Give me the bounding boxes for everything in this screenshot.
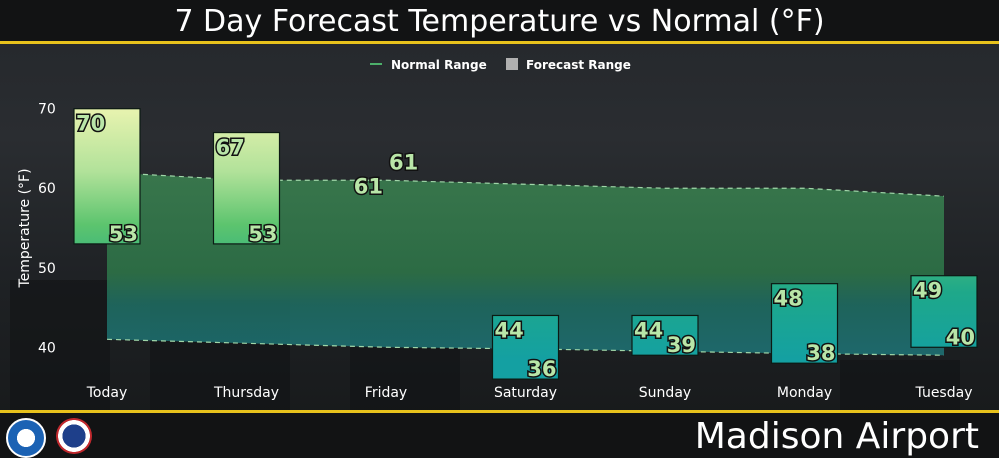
y-tick-label: 50 (38, 261, 56, 277)
forecast-bar (910, 275, 978, 348)
forecast-bar (491, 314, 560, 380)
y-tick-label: 40 (38, 340, 56, 356)
legend-normal-label: Normal Range (391, 58, 487, 72)
forecast-low-label: 53 (248, 222, 277, 246)
x-tick-label: Tuesday (915, 385, 973, 401)
chart: 40 50 60 70 Today Thursday Friday Saturday Sunda… (10, 58, 978, 410)
forecast-bar (73, 108, 141, 245)
forecast-high-label: 67 (216, 136, 245, 160)
legend-forecast-swatch (506, 58, 518, 70)
forecast-high-label: 48 (774, 287, 803, 311)
noaa-logo (6, 418, 46, 458)
forecast-low-label: 40 (946, 325, 975, 349)
y-tick-label: 70 (38, 102, 56, 118)
x-tick-label: Sunday (639, 385, 691, 401)
forecast-low-label: 53 (109, 222, 138, 246)
forecast-low-label: 61 (354, 174, 383, 198)
nws-logo (56, 418, 92, 454)
x-tick-label: Thursday (213, 385, 279, 401)
x-tick-label: Monday (777, 385, 832, 401)
chart-title: 7 Day Forecast Temperature vs Normal (°F… (174, 4, 825, 39)
forecast-high-label: 49 (913, 279, 942, 303)
forecast-high-label: 70 (76, 112, 105, 136)
forecast-high-label: 44 (634, 318, 663, 342)
forecast-low-label: 39 (667, 333, 696, 357)
x-tick-label: Saturday (494, 385, 557, 401)
forecast-low-label: 36 (527, 357, 556, 381)
forecast-low-label: 38 (806, 341, 835, 365)
forecast-bar (770, 283, 839, 364)
normal-range-band (107, 172, 944, 356)
forecast-high-label: 61 (389, 150, 418, 174)
station-name: Madison Airport (694, 416, 979, 457)
y-axis-title: Temperature (°F) (17, 168, 33, 288)
y-tick-label: 60 (38, 181, 56, 197)
x-tick-label: Friday (365, 385, 407, 401)
title-bar (0, 0, 999, 44)
x-tick-label: Today (86, 385, 128, 401)
forecast-bar (631, 314, 699, 356)
legend-forecast-label: Forecast Range (526, 58, 631, 72)
forecast-bar (212, 131, 281, 245)
legend: Normal Range Forecast Range (370, 58, 631, 72)
forecast-high-label: 44 (495, 318, 524, 342)
footer-bar (0, 410, 999, 458)
